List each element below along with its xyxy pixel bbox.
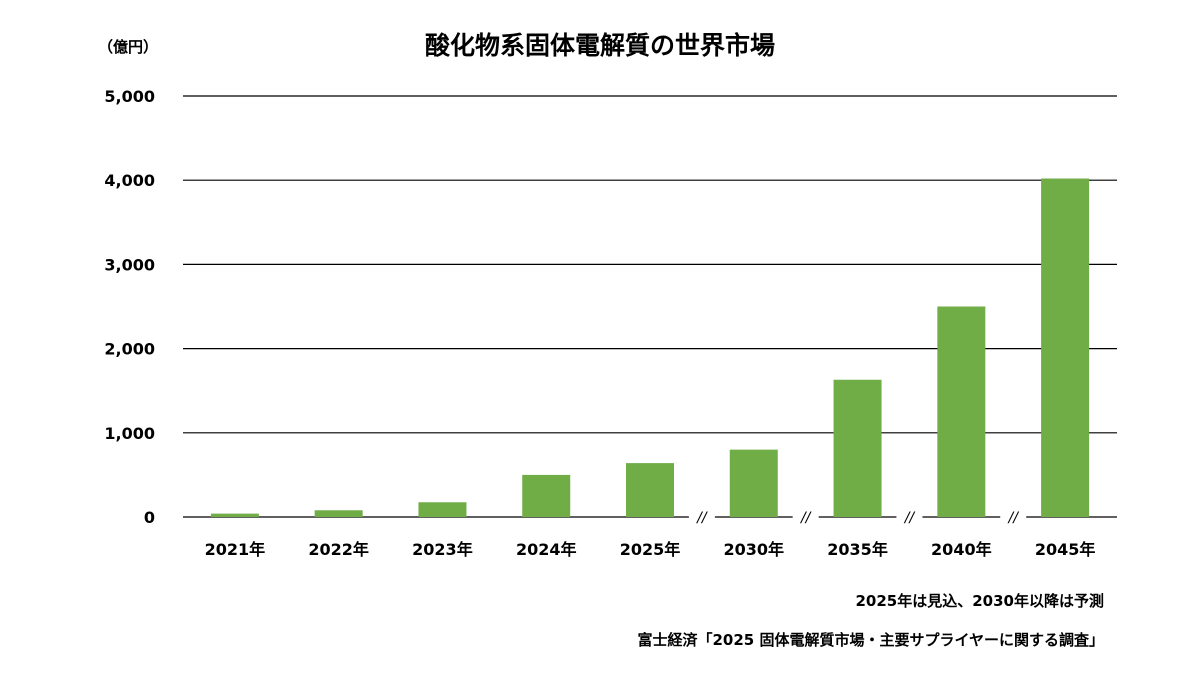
bar [210,513,259,517]
axis-break-gap [792,513,819,521]
y-tick-label: 1,000 [104,424,155,443]
x-tick-label: 2040年 [931,540,992,559]
x-tick-label: 2022年 [308,540,369,559]
bar [729,449,778,517]
chart-title: 酸化物系固体電解質の世界市場 [424,31,775,60]
bar [937,306,986,517]
bar [314,510,363,517]
x-tick-label: 2035年 [827,540,888,559]
bar [833,379,882,517]
axis-break-marker: // [695,510,708,526]
x-tick-label: 2023年 [412,540,473,559]
bar [418,502,467,517]
y-axis-unit-label: （億円） [98,38,159,56]
axis-break-gap [1000,513,1027,521]
bar [1041,178,1090,518]
x-tick-label: 2021年 [205,540,266,559]
axis-break-gap [688,513,715,521]
y-tick-label: 3,000 [104,255,155,274]
axis-break-marker: // [1007,510,1020,526]
bar [522,474,571,517]
y-tick-label: 5,000 [104,87,155,106]
axis-break-gap [896,513,923,521]
x-tick-label: 2045年 [1035,540,1096,559]
source-note: 富士経済「2025 固体電解質市場・主要サプライヤーに関する調査」 [637,631,1104,649]
y-tick-label: 0 [144,508,155,527]
axis-break-marker: // [903,510,916,526]
y-tick-label: 4,000 [104,171,155,190]
axis-break-marker: // [799,510,812,526]
x-tick-label: 2030年 [724,540,785,559]
forecast-note: 2025年は見込、2030年以降は予測 [855,592,1105,610]
bar [626,463,674,517]
x-tick-label: 2024年 [516,540,577,559]
x-tick-label: 2025年 [620,540,681,559]
y-tick-label: 2,000 [104,340,155,359]
